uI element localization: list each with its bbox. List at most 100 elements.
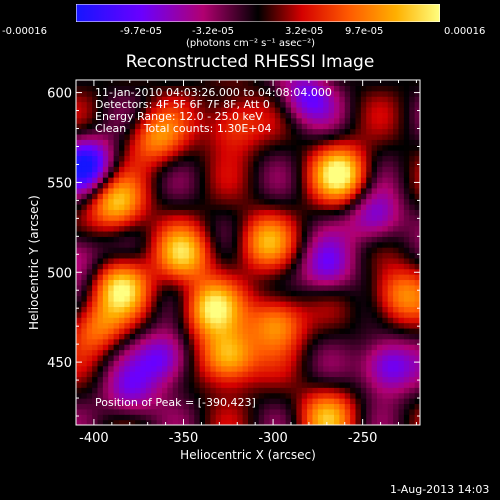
heatmap-cell bbox=[387, 252, 394, 259]
heatmap-cell bbox=[221, 236, 228, 243]
heatmap-cell bbox=[102, 90, 109, 97]
heatmap-cell bbox=[199, 419, 206, 425]
heatmap-cell bbox=[129, 203, 136, 210]
heatmap-cell bbox=[92, 155, 99, 162]
heatmap-cell bbox=[371, 123, 378, 130]
heatmap-cell bbox=[183, 96, 190, 103]
heatmap-cell bbox=[113, 225, 120, 232]
heatmap-cell bbox=[312, 112, 319, 119]
heatmap-cell bbox=[285, 408, 292, 415]
heatmap-cell bbox=[339, 387, 346, 394]
heatmap-cell bbox=[403, 398, 410, 405]
heatmap-cell bbox=[317, 236, 324, 243]
heatmap-cell bbox=[355, 419, 362, 425]
heatmap-cell bbox=[350, 322, 357, 329]
heatmap-cell bbox=[377, 322, 383, 329]
heatmap-cell bbox=[317, 274, 324, 281]
heatmap-cell bbox=[403, 403, 410, 410]
heatmap-cell bbox=[350, 414, 357, 421]
heatmap-cell bbox=[215, 327, 222, 334]
heatmap-cell bbox=[215, 182, 222, 189]
heatmap-cell bbox=[124, 279, 131, 286]
heatmap-cell bbox=[92, 360, 99, 367]
heatmap-cell bbox=[403, 160, 410, 167]
heatmap-cell bbox=[145, 96, 152, 103]
heatmap-cell bbox=[344, 123, 351, 130]
heatmap-cell bbox=[323, 123, 330, 130]
heatmap-cell bbox=[145, 247, 152, 254]
heatmap-cell bbox=[188, 263, 195, 270]
heatmap-cell bbox=[344, 96, 351, 103]
heatmap-cell bbox=[242, 144, 249, 151]
heatmap-cell bbox=[140, 117, 147, 124]
heatmap-cell bbox=[248, 371, 254, 378]
heatmap-cell bbox=[140, 252, 147, 259]
time-range-text: 11-Jan-2010 04:03:26.000 to 04:08:04.000 bbox=[95, 86, 332, 99]
heatmap-cell bbox=[81, 263, 88, 270]
heatmap-cell bbox=[403, 349, 410, 356]
heatmap-cell bbox=[145, 128, 152, 135]
heatmap-cell bbox=[317, 327, 324, 334]
heatmap-cell bbox=[108, 322, 115, 329]
heatmap-cell bbox=[81, 317, 88, 324]
heatmap-cell bbox=[350, 171, 357, 178]
heatmap-cell bbox=[339, 290, 346, 297]
heatmap-cell bbox=[366, 133, 373, 140]
heatmap-cell bbox=[108, 295, 115, 302]
heatmap-cell bbox=[387, 290, 394, 297]
heatmap-cell bbox=[328, 257, 335, 264]
heatmap-cell bbox=[102, 392, 109, 399]
heatmap-cell bbox=[135, 193, 142, 200]
heatmap-cell bbox=[264, 85, 271, 92]
heatmap-cell bbox=[210, 338, 217, 345]
heatmap-cell bbox=[119, 198, 125, 205]
heatmap-cell bbox=[199, 85, 206, 92]
heatmap-cell bbox=[274, 322, 281, 329]
heatmap-cell bbox=[162, 257, 168, 264]
heatmap-cell bbox=[102, 117, 109, 124]
heatmap-cell bbox=[334, 284, 340, 291]
heatmap-cell bbox=[398, 214, 405, 221]
heatmap-cell bbox=[409, 209, 416, 216]
heatmap-cell bbox=[301, 236, 308, 243]
heatmap-cell bbox=[151, 327, 158, 334]
colorbar-tick-label: -9.7e-05 bbox=[120, 26, 162, 37]
heatmap-cell bbox=[387, 128, 394, 135]
heatmap-cell bbox=[215, 295, 222, 302]
heatmap-cell bbox=[188, 403, 195, 410]
heatmap-cell bbox=[226, 150, 233, 157]
heatmap-cell bbox=[393, 301, 400, 308]
heatmap-cell bbox=[183, 198, 190, 205]
heatmap-cell bbox=[124, 155, 131, 162]
heatmap-cell bbox=[172, 144, 179, 151]
heatmap-cell bbox=[382, 327, 389, 334]
heatmap-cell bbox=[108, 123, 115, 130]
heatmap-cell bbox=[210, 101, 217, 108]
heatmap-cell bbox=[269, 398, 276, 405]
heatmap-cell bbox=[124, 419, 131, 425]
heatmap-cell bbox=[140, 203, 147, 210]
heatmap-cell bbox=[317, 220, 324, 227]
heatmap-cell bbox=[102, 252, 109, 259]
heatmap-cell bbox=[86, 408, 93, 415]
heatmap-cell bbox=[215, 225, 222, 232]
heatmap-cell bbox=[215, 198, 222, 205]
heatmap-cell bbox=[226, 290, 233, 297]
heatmap-cell bbox=[339, 263, 346, 270]
heatmap-cell bbox=[242, 279, 249, 286]
heatmap-cell bbox=[317, 301, 324, 308]
heatmap-cell bbox=[264, 198, 271, 205]
heatmap-cell bbox=[215, 322, 222, 329]
heatmap-cell bbox=[237, 182, 244, 189]
heatmap-cell bbox=[135, 225, 142, 232]
heatmap-cell bbox=[371, 371, 378, 378]
heatmap-cell bbox=[221, 371, 228, 378]
heatmap-cell bbox=[178, 177, 185, 184]
heatmap-cell bbox=[172, 376, 179, 383]
heatmap-cell bbox=[328, 155, 335, 162]
heatmap-cell bbox=[355, 117, 362, 124]
heatmap-cell bbox=[231, 139, 238, 146]
heatmap-cell bbox=[167, 290, 174, 297]
heatmap-cell bbox=[296, 419, 303, 425]
heatmap-cell bbox=[291, 295, 297, 302]
